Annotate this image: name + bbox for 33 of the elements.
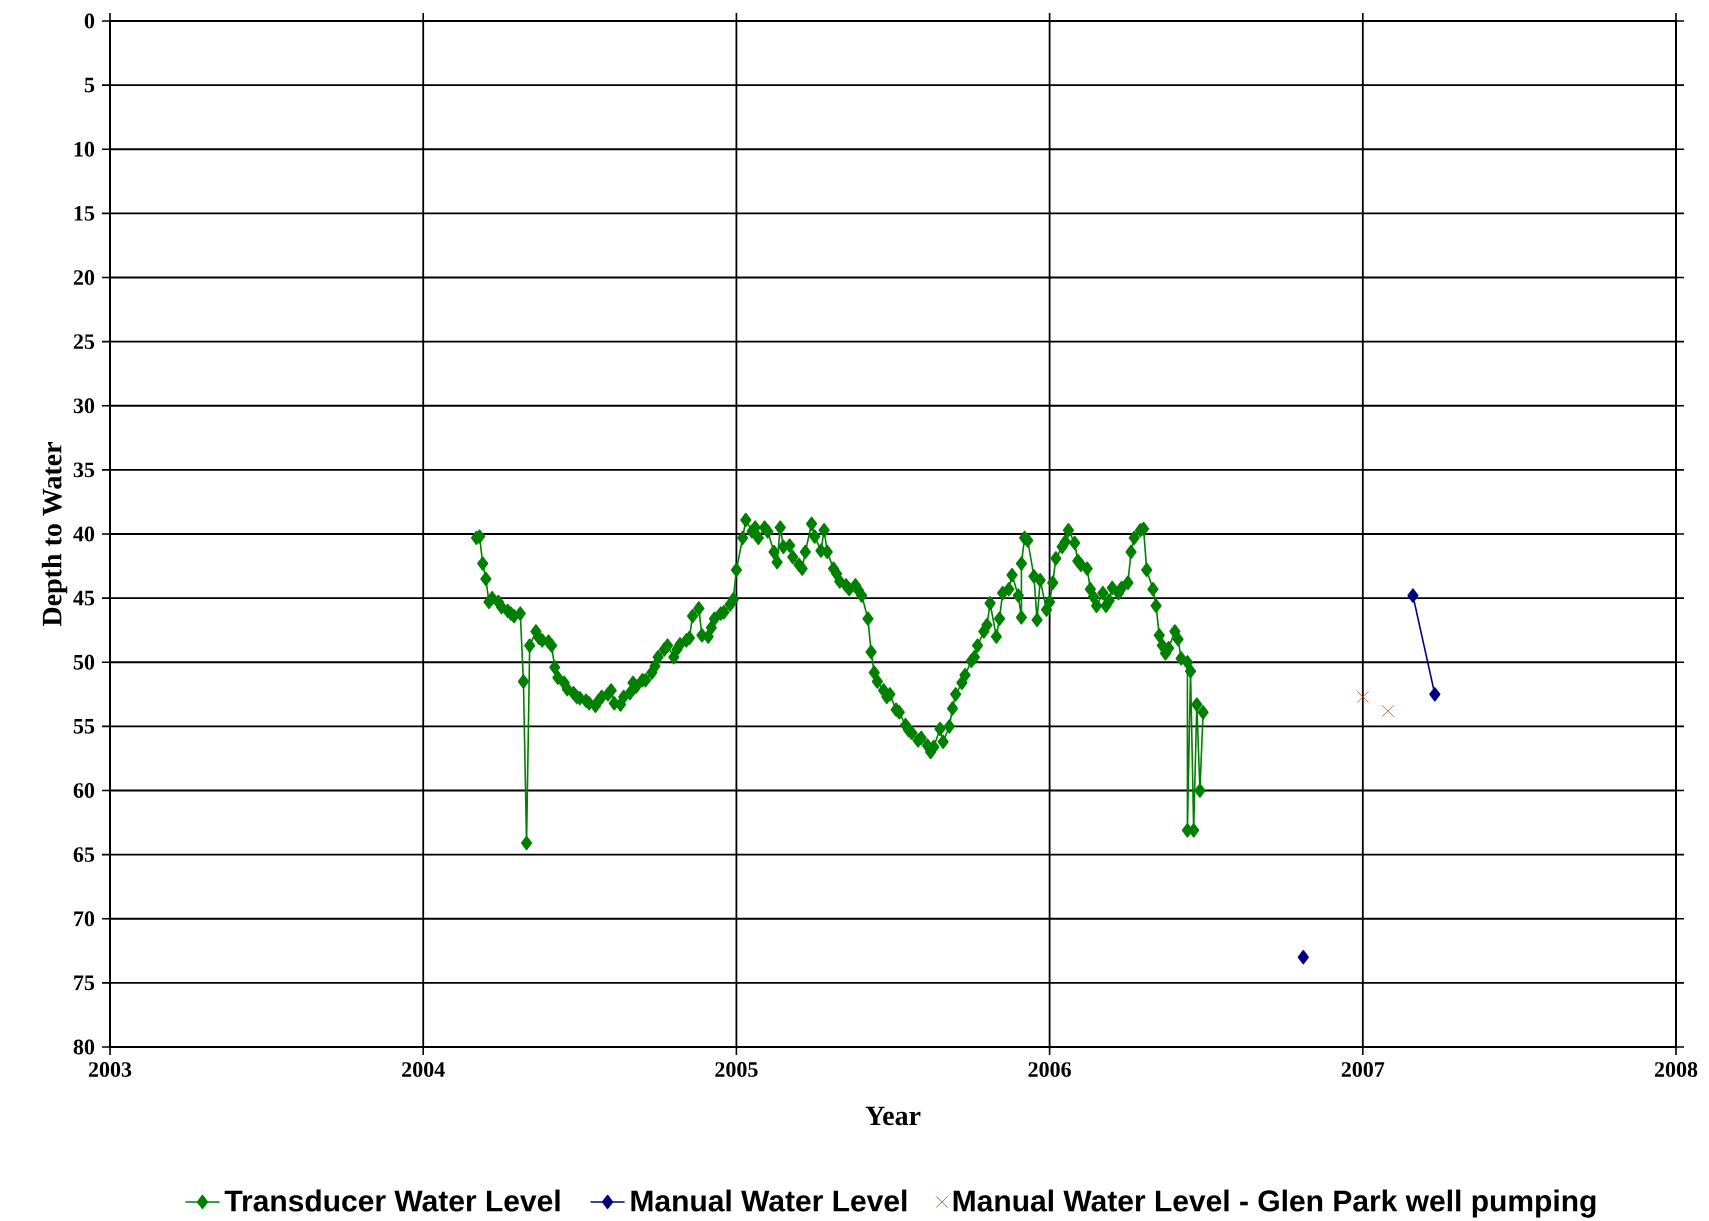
point [1407,588,1419,603]
y-tick-label: 45 [73,590,95,606]
x-tick-label: 2008 [1654,1062,1698,1077]
legend-label: Transducer Water Level [224,1189,560,1212]
point [1381,704,1394,718]
x-tick-label: 2007 [1341,1062,1385,1077]
y-tick-label: 70 [74,911,95,927]
y-tick-label: 50 [73,654,95,670]
x-tick-label: 2003 [88,1062,132,1077]
y-tick-label: 5 [84,77,95,93]
y-tick-label: 10 [74,141,95,157]
y-tick-label: 35 [73,462,95,478]
x-tick-label: 2006 [1028,1062,1071,1077]
y-tick-label: 15 [74,206,95,221]
y-tick-label: 30 [73,398,95,414]
y-tick-label: 25 [73,334,95,350]
y-tick-label: 0 [84,13,95,29]
y-tick-label: 60 [73,783,95,798]
y-tick-label: 75 [74,975,95,991]
x-tick-label: 2005 [715,1062,758,1077]
y-tick-label: 65 [73,847,95,863]
point [1356,690,1369,703]
x-tick-label: 2004 [402,1062,445,1077]
x-axis-title: Year [865,1106,921,1126]
y-axis-title: Depth to Water [41,442,68,627]
legend-label: Manual Water Level [631,1189,907,1212]
point [1297,950,1309,965]
y-tick-label: 80 [73,1039,95,1055]
y-tick-label: 55 [73,719,95,734]
legend-label: Manual Water Level - Glen Park well pumping [953,1189,1596,1218]
point [1429,687,1441,702]
y-tick-label: 20 [73,270,95,285]
y-tick-label: 40 [73,526,95,542]
